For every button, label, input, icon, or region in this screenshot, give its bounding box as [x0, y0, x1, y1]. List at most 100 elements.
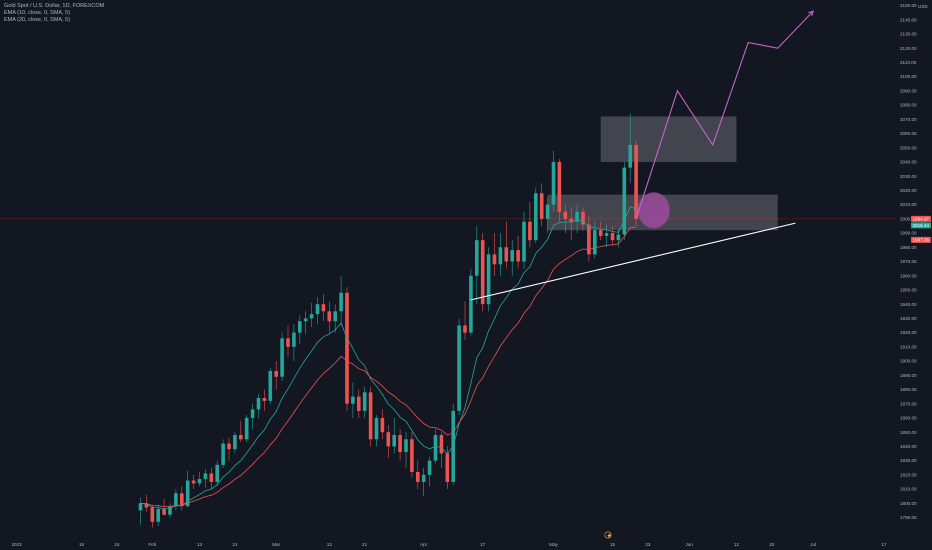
- candle-body: [180, 493, 184, 507]
- candle-body: [498, 247, 503, 265]
- candle: [404, 432, 408, 468]
- price-tick-label: 2080.00: [900, 103, 917, 108]
- candle-body: [286, 338, 290, 347]
- candle: [480, 233, 485, 312]
- price-tag-1: 1994.97: [911, 215, 931, 222]
- price-tag-2: 2015.44: [911, 222, 931, 229]
- price-axis[interactable]: 1790.00 1800.00 1810.00 1820.00 1830.00 1840.…: [900, 3, 917, 520]
- candle: [622, 161, 627, 241]
- candle: [168, 503, 172, 518]
- candle: [180, 486, 184, 511]
- svg-text:1987.36: 1987.36: [913, 238, 930, 243]
- candle: [545, 197, 550, 234]
- candle-body: [150, 507, 155, 522]
- candle-body: [233, 435, 237, 450]
- candle: [510, 240, 514, 276]
- price-tick-label: 2070.00: [900, 117, 917, 122]
- price-tick-label: 1880.00: [900, 387, 917, 392]
- candle: [327, 301, 332, 333]
- price-tick-label: 1900.00: [900, 359, 917, 364]
- candle: [475, 225, 479, 305]
- event-flag-icon[interactable]: ⚡: [604, 531, 613, 539]
- time-tick-label: 12: [734, 542, 740, 547]
- candle: [439, 432, 444, 468]
- candle: [298, 315, 302, 344]
- candle: [581, 207, 585, 231]
- candle: [534, 187, 538, 244]
- candle: [150, 504, 155, 528]
- time-axis[interactable]: Nov1422Dec122020231624Feb1321Mar1321Apr1…: [0, 542, 932, 547]
- candle-body: [510, 250, 514, 262]
- price-tick-label: 2100.00: [900, 74, 917, 79]
- candlestick-series: [138, 113, 638, 528]
- candle-body: [386, 432, 391, 447]
- time-tick-label: Jul: [810, 542, 816, 547]
- candle: [492, 233, 497, 276]
- candle-body: [445, 453, 450, 482]
- candle-body: [475, 240, 479, 276]
- candle: [280, 332, 284, 381]
- time-tick-label: 21: [362, 542, 368, 547]
- candle-body: [427, 460, 432, 475]
- candle: [557, 159, 562, 222]
- candle-body: [339, 292, 343, 312]
- candle-body: [593, 230, 597, 255]
- price-tick-label: 2010.00: [900, 202, 917, 207]
- candle: [498, 233, 503, 276]
- price-tag-3: 1987.36: [911, 236, 931, 243]
- candle-body: [628, 144, 632, 168]
- candle: [262, 389, 267, 411]
- candle: [351, 382, 355, 418]
- candle-body: [215, 464, 219, 482]
- price-tick-label: 1890.00: [900, 373, 917, 378]
- time-tick-label: 17: [480, 542, 486, 547]
- candle-body: [239, 435, 243, 440]
- candle: [162, 499, 166, 517]
- candle: [551, 150, 556, 212]
- svg-text:1994.97: 1994.97: [913, 217, 930, 222]
- candle-body: [392, 435, 396, 447]
- candle-body: [144, 503, 149, 508]
- candle: [227, 437, 231, 461]
- price-tick-label: 1920.00: [900, 330, 917, 335]
- svg-text:2015.44: 2015.44: [913, 223, 930, 228]
- price-tick-label: 2110.00: [900, 60, 917, 65]
- candle-body: [357, 396, 361, 411]
- candle: [569, 207, 573, 241]
- price-tick-label: 1830.00: [900, 458, 917, 463]
- candle: [138, 497, 143, 525]
- time-tick-label: 21: [232, 542, 238, 547]
- candle-body: [545, 204, 550, 219]
- candle-body: [534, 193, 538, 241]
- candle: [209, 467, 214, 490]
- time-tick-label: 23: [645, 542, 651, 547]
- candle: [191, 474, 196, 490]
- candle: [392, 417, 396, 454]
- price-tick-label: 1910.00: [900, 344, 917, 349]
- candle-body: [374, 417, 379, 440]
- projection-path: [635, 10, 814, 219]
- candle-body: [421, 474, 426, 482]
- price-tick-label: 2030.00: [900, 174, 917, 179]
- candle: [303, 311, 308, 335]
- candle: [398, 429, 402, 461]
- candle: [469, 268, 473, 336]
- time-tick-label: 15: [610, 542, 616, 547]
- candle: [239, 420, 243, 443]
- candle-body: [274, 371, 278, 377]
- candle: [451, 403, 455, 485]
- time-tick-label: 16: [79, 542, 85, 547]
- candle: [339, 275, 343, 326]
- price-tick-label: 2040.00: [900, 160, 917, 165]
- candle: [380, 409, 385, 440]
- svg-text:⚡: ⚡: [607, 532, 613, 539]
- candle-body: [557, 161, 562, 212]
- candle: [634, 140, 638, 226]
- candle-body: [191, 480, 196, 484]
- candle: [203, 469, 208, 488]
- candle-body: [321, 304, 326, 312]
- candle-body: [368, 392, 373, 440]
- support-trendline: [470, 222, 796, 301]
